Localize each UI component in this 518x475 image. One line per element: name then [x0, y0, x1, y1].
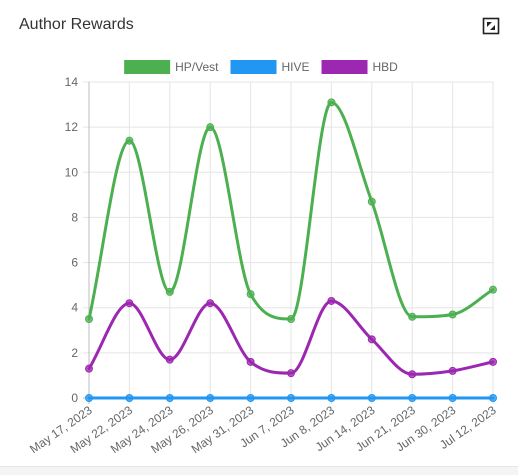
data-point-hive — [125, 394, 134, 402]
data-point-hp-vest — [367, 197, 376, 206]
legend-item-hp-vest[interactable]: HP/Vest — [124, 60, 219, 74]
data-point-hp-vest — [489, 285, 497, 294]
y-tick-label: 8 — [71, 210, 78, 224]
data-point-hbd — [367, 335, 376, 344]
data-point-hp-vest — [287, 315, 295, 323]
y-tick-label: 12 — [65, 120, 79, 134]
series-hive — [85, 394, 497, 402]
legend-swatch-hive — [230, 60, 277, 74]
y-tick-label: 0 — [71, 391, 78, 405]
legend-swatch-hp-vest — [124, 60, 171, 74]
data-point-hbd — [125, 299, 134, 308]
expand-icon[interactable] — [482, 17, 500, 35]
legend-label-hive: HIVE — [282, 60, 310, 74]
data-point-hive — [206, 394, 215, 402]
data-point-hbd — [408, 370, 417, 379]
data-point-hbd — [327, 296, 336, 305]
data-point-hp-vest — [408, 312, 417, 321]
data-point-hp-vest — [327, 98, 336, 107]
data-point-hbd — [489, 357, 497, 366]
data-point-hive — [327, 394, 336, 402]
series-hp-vest — [85, 98, 497, 323]
legend-label-hbd: HBD — [373, 60, 399, 74]
legend-swatch-hbd — [321, 60, 368, 74]
legend-item-hive[interactable]: HIVE — [230, 60, 310, 74]
data-point-hbd — [206, 299, 215, 308]
legend-item-hbd[interactable]: HBD — [321, 60, 399, 74]
data-point-hive — [287, 394, 295, 402]
y-tick-label: 4 — [71, 301, 78, 315]
data-point-hp-vest — [165, 287, 174, 296]
data-point-hbd — [448, 366, 457, 375]
data-point-hp-vest — [206, 123, 215, 132]
legend-label-hp-vest: HP/Vest — [175, 60, 219, 74]
data-point-hive — [246, 394, 255, 402]
series-line-hp-vest — [87, 100, 495, 321]
data-point-hp-vest — [448, 310, 457, 319]
y-tick-label: 6 — [71, 256, 78, 270]
data-point-hive — [489, 394, 497, 402]
data-point-hbd — [85, 364, 93, 373]
data-point-hive — [165, 394, 174, 402]
data-point-hp-vest — [125, 136, 134, 145]
data-point-hbd — [165, 355, 174, 364]
data-point-hive — [85, 394, 93, 402]
data-point-hive — [408, 394, 417, 402]
y-tick-label: 2 — [71, 346, 78, 360]
data-point-hive — [448, 394, 457, 402]
data-point-hp-vest — [246, 290, 255, 299]
data-point-hbd — [287, 369, 295, 378]
data-point-hive — [367, 394, 376, 402]
card-title: Author Rewards — [19, 16, 134, 33]
data-point-hp-vest — [85, 315, 93, 323]
series-hbd — [85, 296, 497, 379]
y-tick-label: 14 — [65, 75, 79, 89]
y-tick-label: 10 — [65, 165, 79, 179]
data-point-hbd — [246, 357, 255, 366]
